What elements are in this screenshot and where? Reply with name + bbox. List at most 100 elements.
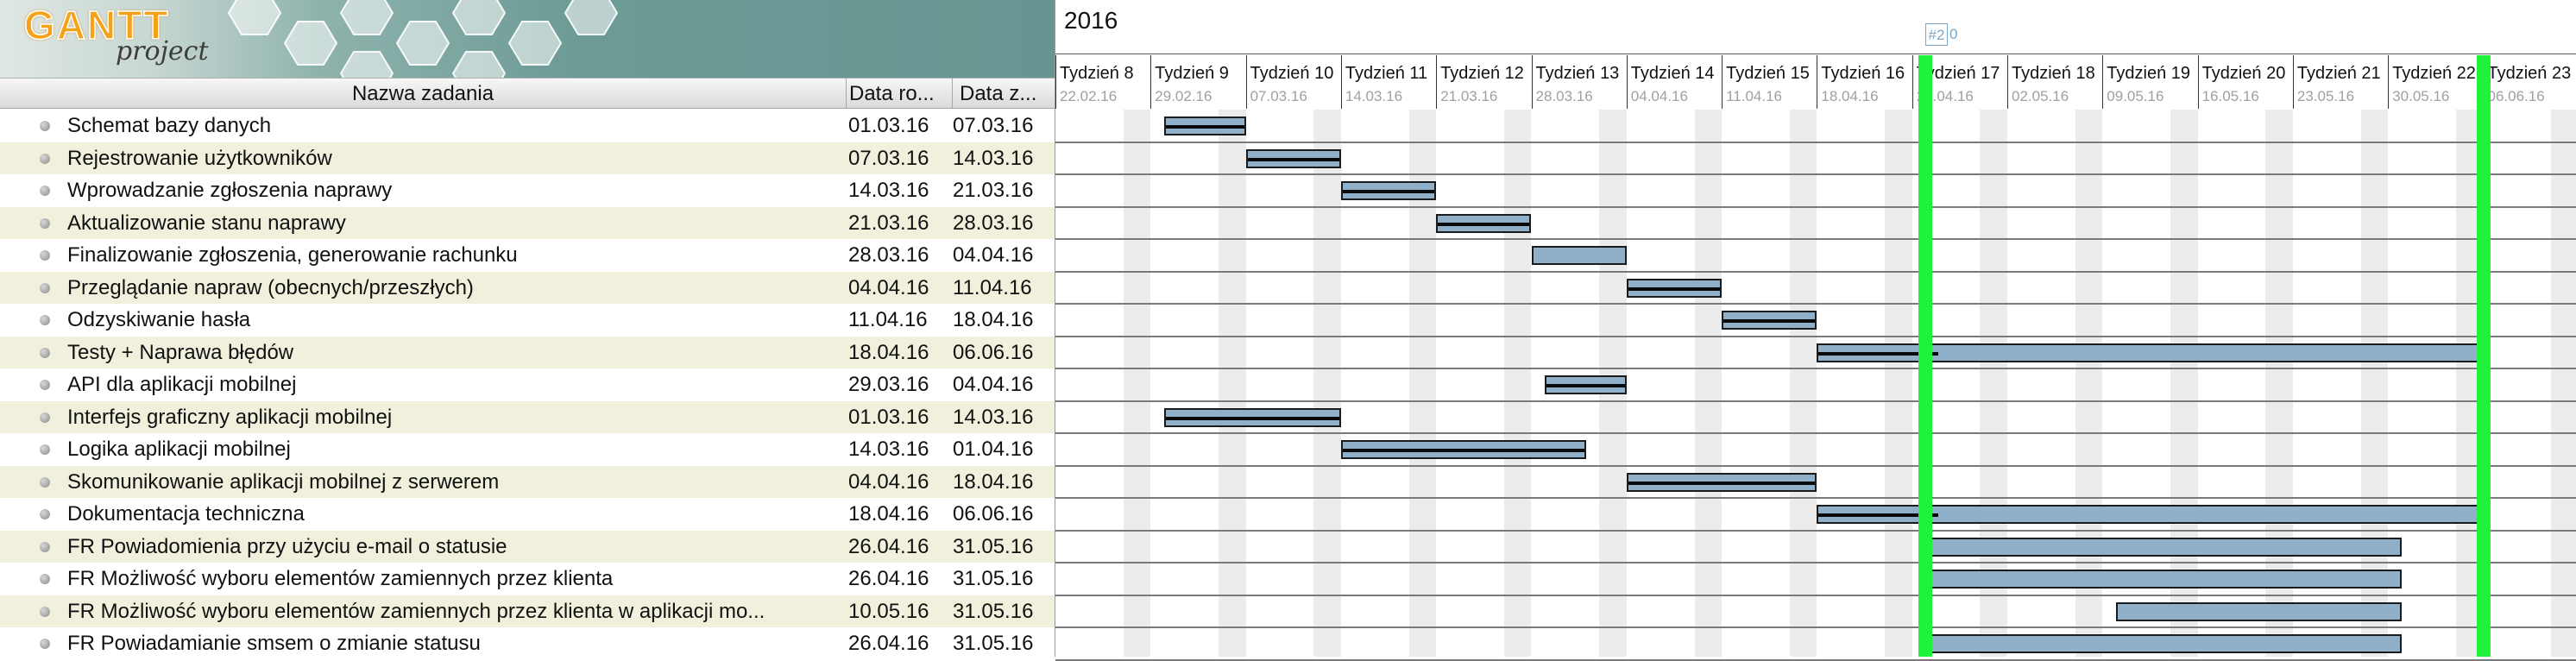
- task-name[interactable]: Schemat bazy danych: [67, 110, 844, 142]
- row-gridline: [1055, 626, 2576, 628]
- week-label: Tydzień 14: [1631, 64, 1715, 84]
- week-date: 06.06.16: [2488, 88, 2545, 105]
- task-bullet-icon: [40, 542, 50, 552]
- week-date: 22.02.16: [1060, 88, 1117, 105]
- task-start-date: 14.03.16: [848, 174, 929, 207]
- task-bar[interactable]: [2116, 602, 2402, 621]
- week-label: Tydzień 22: [2392, 64, 2476, 84]
- week-date: 21.03.16: [1440, 88, 1497, 105]
- task-name[interactable]: Logika aplikacji mobilnej: [67, 433, 844, 466]
- task-bullet-icon: [40, 444, 50, 455]
- gantt-chart-area[interactable]: [1055, 110, 2576, 657]
- task-bar[interactable]: [1164, 116, 1246, 135]
- weekend-shade: [1313, 110, 1341, 657]
- task-bar[interactable]: [1627, 279, 1722, 298]
- week-label: Tydzień 20: [2202, 64, 2286, 84]
- task-name[interactable]: Rejestrowanie użytkowników: [67, 142, 844, 175]
- task-bar[interactable]: [1817, 505, 2483, 524]
- task-bar[interactable]: [1246, 149, 1341, 168]
- week-date: 23.05.16: [2297, 88, 2354, 105]
- task-start-date: 04.04.16: [848, 272, 929, 305]
- task-end-date: 06.06.16: [953, 498, 1033, 531]
- row-gridline: [1055, 238, 2576, 240]
- row-gridline: [1055, 368, 2576, 369]
- week-label: Tydzień 21: [2297, 64, 2381, 84]
- task-bullet-icon: [40, 283, 50, 293]
- week-label: Tydzień 12: [1440, 64, 1524, 84]
- week-date: 30.05.16: [2392, 88, 2449, 105]
- task-name[interactable]: Finalizowanie zgłoszenia, generowanie ra…: [67, 239, 844, 272]
- task-bar[interactable]: [1925, 570, 2402, 589]
- task-name[interactable]: FR Powiadamianie smsem o zmianie statusu: [67, 627, 844, 660]
- week-label: Tydzień 15: [1726, 64, 1810, 84]
- task-row[interactable]: FR Powiadomienia przy użyciu e-mail o st…: [0, 531, 1055, 563]
- task-bullet-icon: [40, 315, 50, 325]
- task-bar[interactable]: [1341, 181, 1436, 200]
- timeline-marker[interactable]: #2: [1925, 23, 1948, 46]
- task-name[interactable]: Testy + Naprawa błędów: [67, 337, 844, 369]
- task-progress: [1166, 417, 1339, 420]
- column-header-end[interactable]: Data z...: [953, 79, 1055, 109]
- task-end-date: 11.04.16: [953, 272, 1032, 305]
- row-gridline: [1055, 530, 2576, 532]
- task-name[interactable]: FR Powiadomienia przy użyciu e-mail o st…: [67, 531, 844, 563]
- task-name[interactable]: API dla aplikacji mobilnej: [67, 368, 844, 401]
- task-row[interactable]: Przeglądanie napraw (obecnych/przeszłych…: [0, 272, 1055, 305]
- task-bar[interactable]: [1722, 311, 1817, 330]
- task-name[interactable]: Odzyskiwanie hasła: [67, 304, 844, 337]
- task-name[interactable]: FR Możliwość wyboru elementów zamiennych…: [67, 595, 844, 628]
- task-bar[interactable]: [1164, 408, 1341, 427]
- week-label: Tydzień 9: [1155, 64, 1229, 84]
- task-name[interactable]: Aktualizowanie stanu naprawy: [67, 207, 844, 240]
- task-start-date: 11.04.16: [848, 304, 928, 337]
- task-row[interactable]: FR Możliwość wyboru elementów zamiennych…: [0, 563, 1055, 595]
- task-name[interactable]: FR Możliwość wyboru elementów zamiennych…: [67, 563, 844, 595]
- column-header-name[interactable]: Nazwa zadania: [0, 79, 847, 109]
- task-table-header: Nazwa zadania Data ro... Data z...: [0, 78, 1055, 109]
- column-header-start[interactable]: Data ro...: [847, 79, 953, 109]
- task-bar[interactable]: [1627, 473, 1817, 492]
- task-bar[interactable]: [1817, 343, 2483, 362]
- week-date: 04.04.16: [1631, 88, 1688, 105]
- weekend-shade: [1219, 110, 1246, 657]
- task-name[interactable]: Dokumentacja techniczna: [67, 498, 844, 531]
- task-bar[interactable]: [1532, 246, 1627, 265]
- weekend-shade: [2551, 110, 2576, 657]
- task-bullet-icon: [40, 250, 50, 261]
- week-label: Tydzień 19: [2107, 64, 2190, 84]
- task-end-date: 06.06.16: [953, 337, 1033, 369]
- task-end-date: 14.03.16: [953, 142, 1033, 175]
- task-row[interactable]: FR Powiadamianie smsem o zmianie statusu…: [0, 627, 1055, 660]
- task-bar[interactable]: [1341, 440, 1586, 459]
- task-end-date: 04.04.16: [953, 368, 1033, 401]
- task-row[interactable]: Finalizowanie zgłoszenia, generowanie ra…: [0, 239, 1055, 272]
- task-bar[interactable]: [1925, 538, 2402, 557]
- task-bar[interactable]: [1436, 214, 1531, 233]
- task-bullet-icon: [40, 574, 50, 584]
- task-bar[interactable]: [1545, 375, 1627, 394]
- task-bar[interactable]: [1925, 634, 2402, 653]
- task-bullet-icon: [40, 348, 50, 358]
- task-row[interactable]: FR Możliwość wyboru elementów zamiennych…: [0, 595, 1055, 628]
- week-label: Tydzień 11: [1345, 64, 1427, 84]
- task-start-date: 26.04.16: [848, 531, 929, 563]
- task-name[interactable]: Skomunikowanie aplikacji mobilnej z serw…: [67, 466, 844, 499]
- task-name[interactable]: Wprowadzanie zgłoszenia naprawy: [67, 174, 844, 207]
- task-name[interactable]: Przeglądanie napraw (obecnych/przeszłych…: [67, 272, 844, 305]
- task-name[interactable]: Interfejs graficzny aplikacji mobilnej: [67, 401, 844, 434]
- task-row[interactable]: Skomunikowanie aplikacji mobilnej z serw…: [0, 466, 1055, 499]
